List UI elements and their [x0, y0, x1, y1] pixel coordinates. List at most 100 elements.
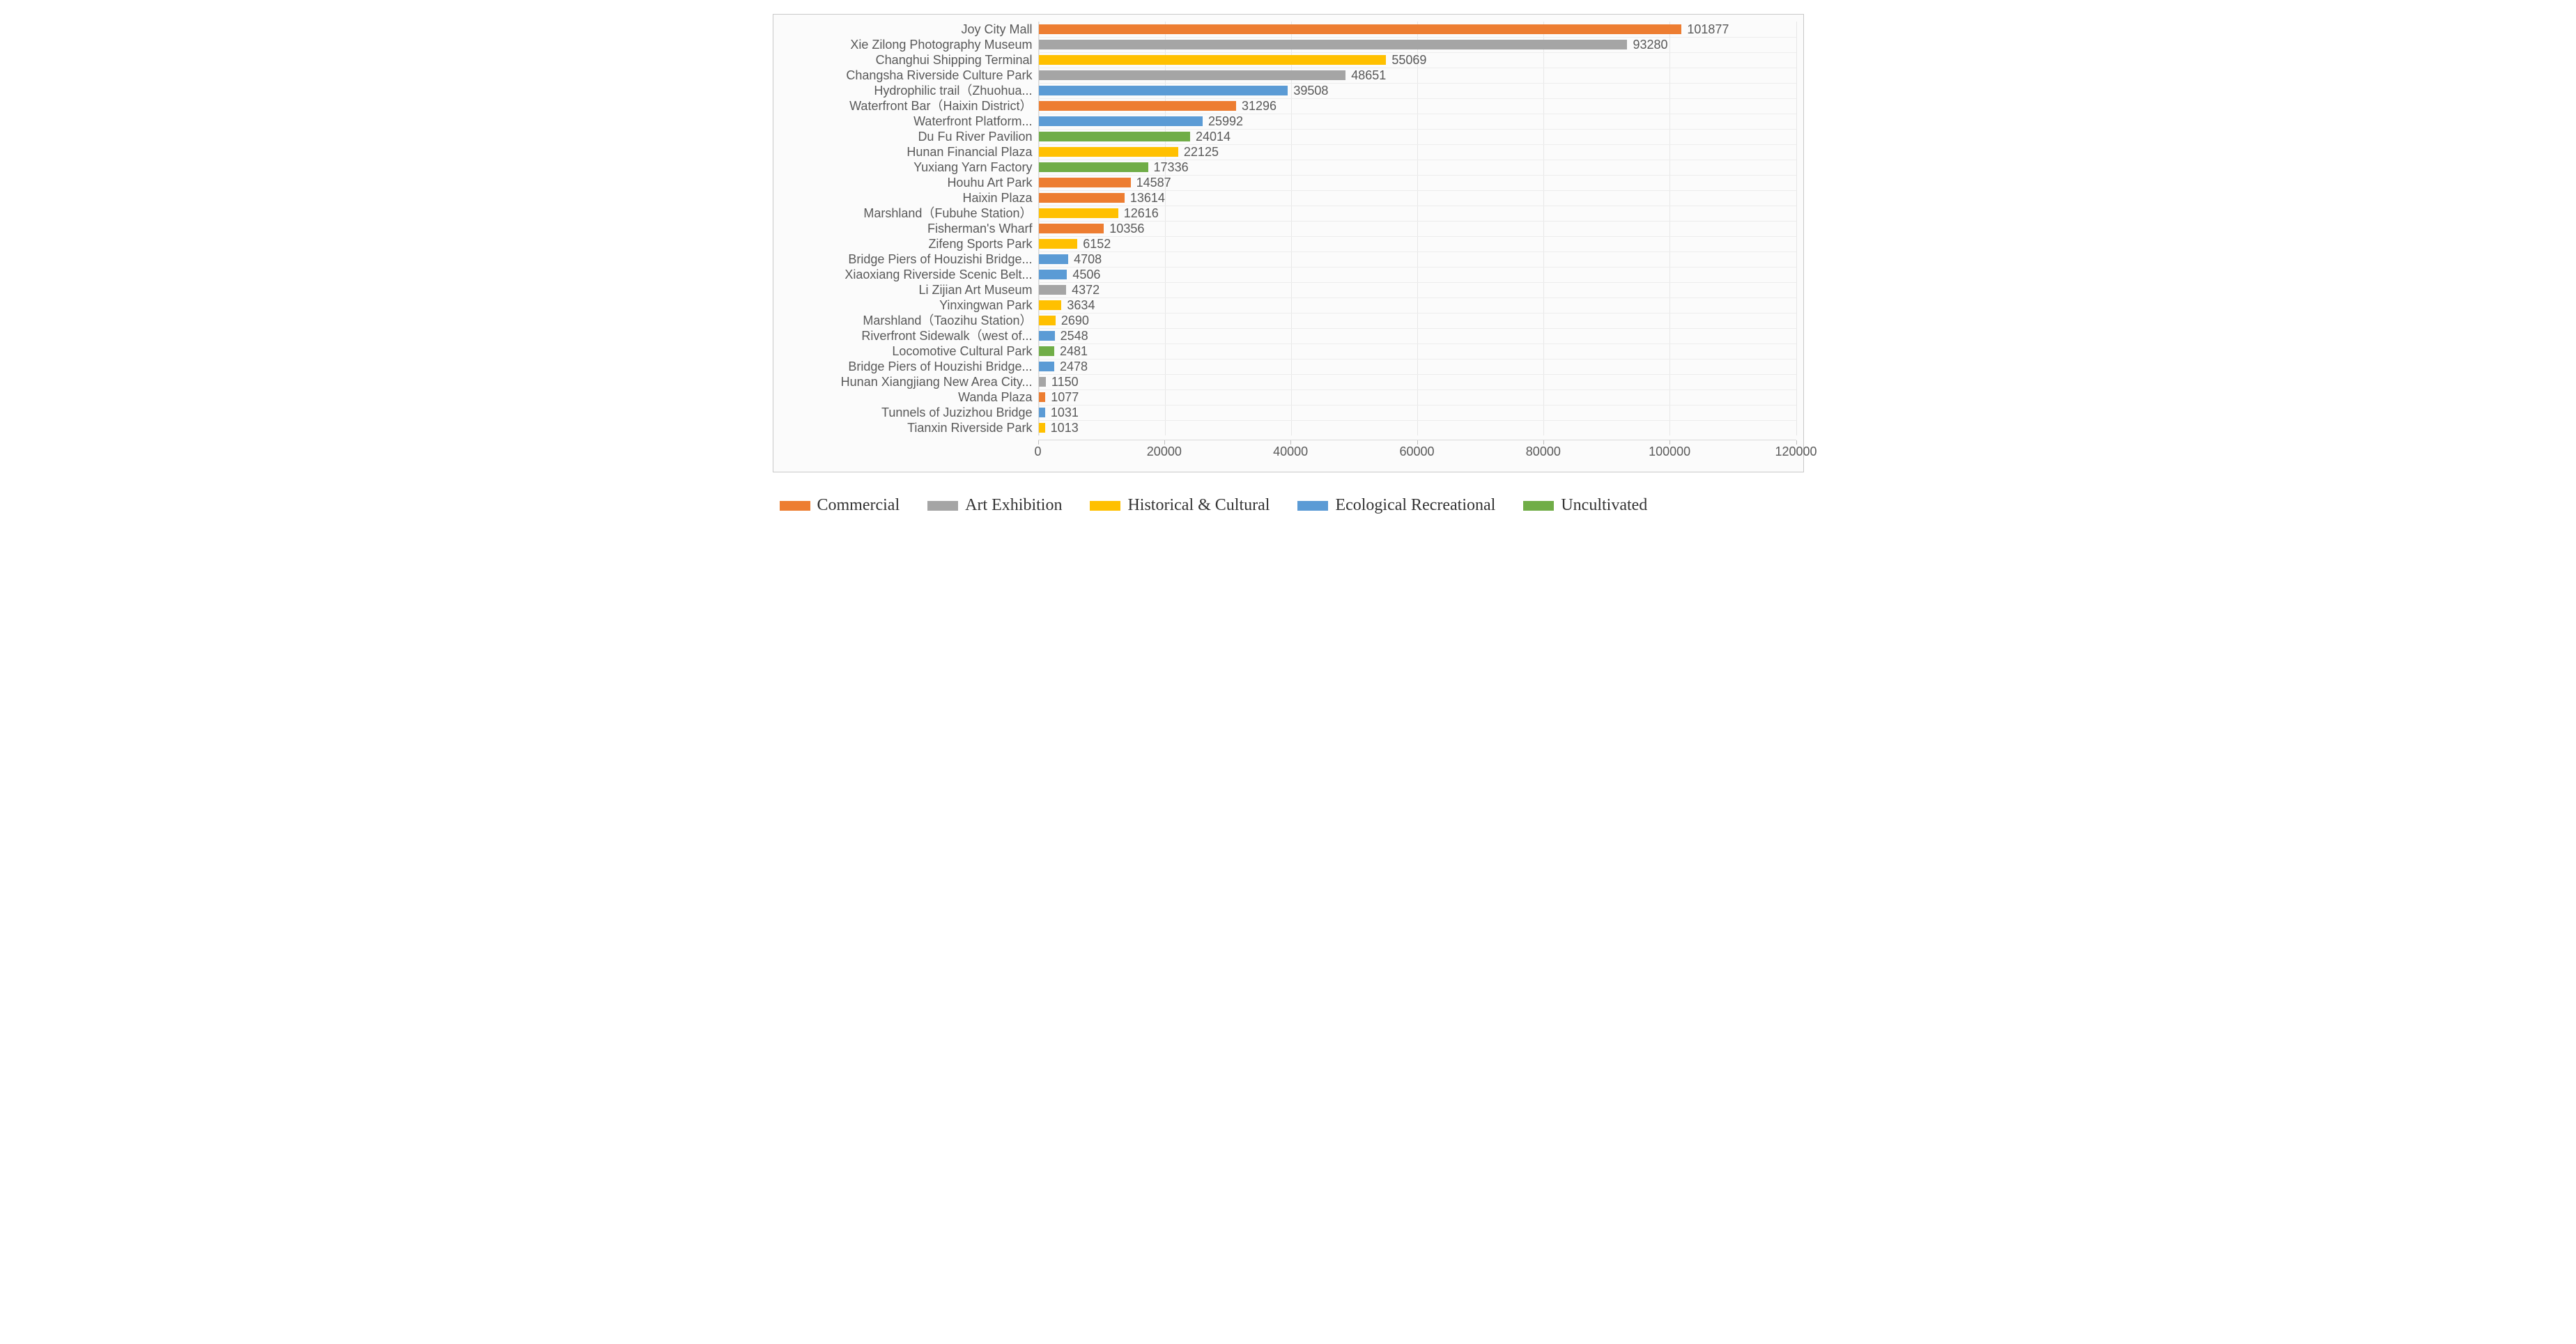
- bar-value-label: 1031: [1051, 405, 1079, 420]
- bar: [1039, 193, 1125, 203]
- bar: [1039, 377, 1046, 387]
- legend-item: Historical & Cultural: [1090, 496, 1270, 515]
- y-axis-label: Tunnels of Juzizhou Bridge: [881, 405, 1032, 420]
- legend-swatch: [1297, 501, 1328, 511]
- bar-row: 48651: [1039, 68, 1796, 83]
- bar-value-label: 2478: [1060, 359, 1088, 374]
- bar-value-label: 10356: [1109, 221, 1144, 236]
- y-axis-label: Marshland（Fubuhe Station）: [863, 206, 1032, 221]
- bar-value-label: 25992: [1208, 114, 1243, 129]
- y-axis-label: Waterfront Bar（Haixin District）: [849, 98, 1032, 114]
- plot-area: Joy City MallXie Zilong Photography Muse…: [780, 22, 1796, 435]
- y-axis-label: Xiaoxiang Riverside Scenic Belt...: [844, 267, 1032, 282]
- x-axis-ticks: 020000400006000080000100000120000: [1038, 440, 1796, 461]
- x-tick-label: 20000: [1147, 445, 1182, 459]
- y-axis-label: Hunan Financial Plaza: [907, 144, 1032, 160]
- bar-value-label: 1150: [1051, 374, 1079, 389]
- bar-row: 14587: [1039, 175, 1796, 190]
- bar-value-label: 1077: [1051, 389, 1079, 405]
- bar: [1039, 178, 1131, 187]
- bar: [1039, 224, 1104, 233]
- bar: [1039, 285, 1067, 295]
- bar: [1039, 423, 1045, 433]
- legend-label: Uncultivated: [1561, 496, 1647, 515]
- bar-value-label: 3634: [1067, 298, 1095, 313]
- bar: [1039, 40, 1628, 49]
- bar: [1039, 86, 1288, 95]
- y-axis-label: Marshland（Taozihu Station）: [863, 313, 1032, 328]
- bar-value-label: 6152: [1083, 236, 1111, 252]
- y-axis-label: Xie Zilong Photography Museum: [850, 37, 1032, 52]
- bar-row: 25992: [1039, 114, 1796, 129]
- bar-row: 39508: [1039, 83, 1796, 98]
- x-tick-label: 100000: [1649, 445, 1690, 459]
- bar: [1039, 55, 1387, 65]
- bar: [1039, 132, 1191, 141]
- bar-row: 2478: [1039, 359, 1796, 374]
- bar-row: 1077: [1039, 389, 1796, 405]
- bar-value-label: 2481: [1060, 343, 1088, 359]
- bar-value-label: 4506: [1072, 267, 1100, 282]
- bar: [1039, 346, 1054, 356]
- legend-swatch: [927, 501, 958, 511]
- bar-row: 13614: [1039, 190, 1796, 206]
- bar-row: 22125: [1039, 144, 1796, 160]
- y-axis-label: Yuxiang Yarn Factory: [913, 160, 1032, 175]
- bar-value-label: 17336: [1154, 160, 1189, 175]
- bar-row: 3634: [1039, 298, 1796, 313]
- bar-row: 55069: [1039, 52, 1796, 68]
- y-axis-label: Zifeng Sports Park: [928, 236, 1032, 252]
- bar-row: 2548: [1039, 328, 1796, 343]
- bar-row: 1013: [1039, 420, 1796, 435]
- x-tick-label: 80000: [1526, 445, 1561, 459]
- legend-swatch: [780, 501, 810, 511]
- bar: [1039, 331, 1055, 341]
- bar-row: 2690: [1039, 313, 1796, 328]
- y-axis-label: Yinxingwan Park: [939, 298, 1032, 313]
- legend-item: Ecological Recreational: [1297, 496, 1495, 515]
- bar-value-label: 13614: [1130, 190, 1165, 206]
- bar-row: 10356: [1039, 221, 1796, 236]
- bar-value-label: 2548: [1061, 328, 1088, 343]
- bar-row: 101877: [1039, 22, 1796, 37]
- bar-row: 1150: [1039, 374, 1796, 389]
- bar-value-label: 101877: [1687, 22, 1729, 37]
- legend-item: Art Exhibition: [927, 496, 1062, 515]
- bar-value-label: 48651: [1351, 68, 1386, 83]
- y-axis-label: Bridge Piers of Houzishi Bridge...: [848, 252, 1032, 267]
- bar: [1039, 392, 1046, 402]
- bar-row: 24014: [1039, 129, 1796, 144]
- x-axis: 020000400006000080000100000120000: [780, 440, 1796, 461]
- y-axis-label: Wanda Plaza: [958, 389, 1032, 405]
- y-axis-label: Hydrophilic trail（Zhuohua...: [874, 83, 1032, 98]
- legend-label: Historical & Cultural: [1127, 496, 1270, 515]
- y-axis-label: Tianxin Riverside Park: [907, 420, 1032, 435]
- bar: [1039, 300, 1062, 310]
- bar-row: 4708: [1039, 252, 1796, 267]
- x-tick-label: 40000: [1273, 445, 1308, 459]
- legend-label: Art Exhibition: [965, 496, 1062, 515]
- vgrid-line: [1796, 22, 1797, 435]
- bar-row: 2481: [1039, 343, 1796, 359]
- chart-plot-box: Joy City MallXie Zilong Photography Muse…: [773, 14, 1804, 472]
- y-axis-label: Haixin Plaza: [962, 190, 1032, 206]
- y-axis-label: Changhui Shipping Terminal: [876, 52, 1033, 68]
- bar: [1039, 70, 1346, 80]
- bars-region: 1018779328055069486513950831296259922401…: [1038, 22, 1796, 435]
- bar-value-label: 55069: [1391, 52, 1426, 68]
- bar: [1039, 239, 1078, 249]
- legend-item: Commercial: [780, 496, 900, 515]
- bar: [1039, 162, 1148, 172]
- y-axis-labels: Joy City MallXie Zilong Photography Muse…: [780, 22, 1038, 435]
- y-axis-label: Hunan Xiangjiang New Area City...: [841, 374, 1033, 389]
- bar-value-label: 39508: [1293, 83, 1328, 98]
- bar: [1039, 208, 1118, 218]
- bar: [1039, 408, 1045, 417]
- y-axis-label: Waterfront Platform...: [913, 114, 1032, 129]
- bar: [1039, 316, 1056, 325]
- legend: Commercial Art Exhibition Historical & Cul…: [773, 496, 1804, 515]
- y-axis-label: Joy City Mall: [961, 22, 1032, 37]
- bar-row: 31296: [1039, 98, 1796, 114]
- bar-row: 4506: [1039, 267, 1796, 282]
- bar: [1039, 116, 1203, 126]
